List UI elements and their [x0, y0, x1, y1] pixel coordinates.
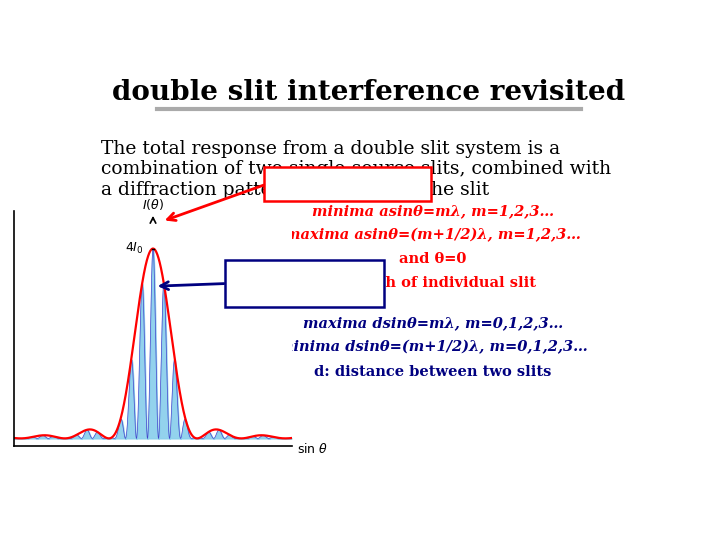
Text: maxima asinθ=(m+1/2)λ, m=1,2,3…: maxima asinθ=(m+1/2)λ, m=1,2,3… — [285, 228, 581, 242]
Text: $I(\theta)$: $I(\theta)$ — [142, 197, 164, 212]
Text: minima asinθ=mλ, m=1,2,3…: minima asinθ=mλ, m=1,2,3… — [312, 204, 554, 218]
Text: double slit interference revisited: double slit interference revisited — [112, 79, 626, 106]
Text: due to 2-slit
interference: due to 2-slit interference — [252, 264, 356, 303]
Text: PHY232 - Remco Zegers   ·   interference, diffraction & polarization: PHY232 - Remco Zegers · interference, di… — [36, 516, 564, 530]
Text: a: width of individual slit: a: width of individual slit — [330, 276, 536, 291]
Text: d: distance between two slits: d: distance between two slits — [315, 364, 552, 379]
Text: due to diffraction: due to diffraction — [274, 176, 420, 193]
Text: and θ=0: and θ=0 — [400, 252, 467, 266]
Text: minima dsinθ=(m+1/2)λ, m=0,1,2,3…: minima dsinθ=(m+1/2)λ, m=0,1,2,3… — [279, 341, 588, 355]
Text: $4I_0$: $4I_0$ — [125, 241, 143, 256]
Text: sin $\theta$: sin $\theta$ — [297, 442, 328, 456]
Text: 32: 32 — [675, 515, 698, 532]
Text: maxima dsinθ=mλ, m=0,1,2,3…: maxima dsinθ=mλ, m=0,1,2,3… — [303, 316, 563, 330]
Text: The total response from a double slit system is a
combination of two single-sour: The total response from a double slit sy… — [101, 140, 611, 199]
